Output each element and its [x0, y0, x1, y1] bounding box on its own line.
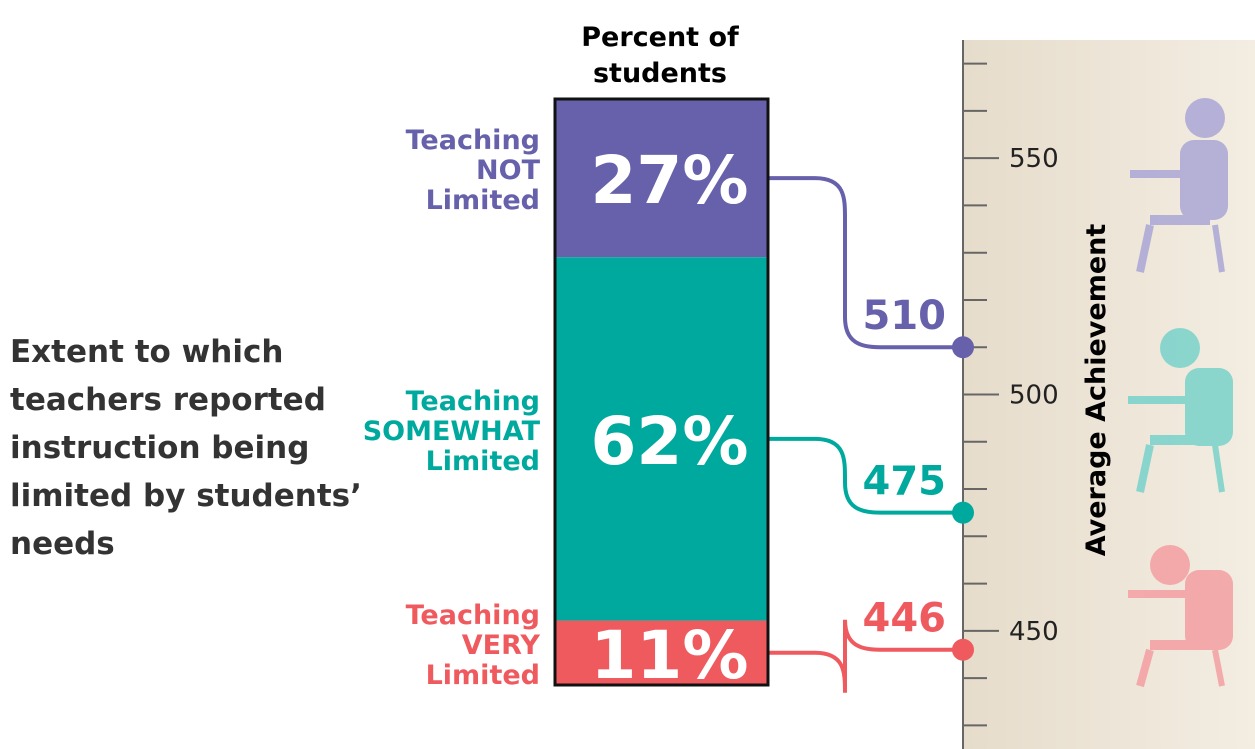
- y-tick-label: 500: [1009, 381, 1059, 411]
- achievement-label: 446: [863, 596, 947, 642]
- achievement-point: [952, 502, 974, 524]
- y-tick-label: 450: [1009, 617, 1059, 647]
- value-label: 27%: [591, 142, 749, 219]
- legend-label: Teaching NOT Limited: [340, 126, 540, 216]
- legend-label: Teaching VERY Limited: [340, 601, 540, 691]
- achievement-point: [952, 639, 974, 661]
- achievement-label: 510: [863, 293, 947, 339]
- y-tick-label: 550: [1009, 144, 1059, 174]
- page: 450 500 550 Average Achievement 27% 510 62% 475…: [0, 0, 1255, 749]
- value-label: 11%: [591, 617, 749, 694]
- achievement-label: 475: [863, 459, 947, 505]
- y-axis-label: Average Achievement: [1081, 224, 1112, 557]
- value-label: 62%: [591, 403, 749, 480]
- legend-label: Teaching SOMEWHAT Limited: [340, 387, 540, 477]
- achievement-point: [952, 336, 974, 358]
- chart-title: Percent of students: [560, 20, 760, 92]
